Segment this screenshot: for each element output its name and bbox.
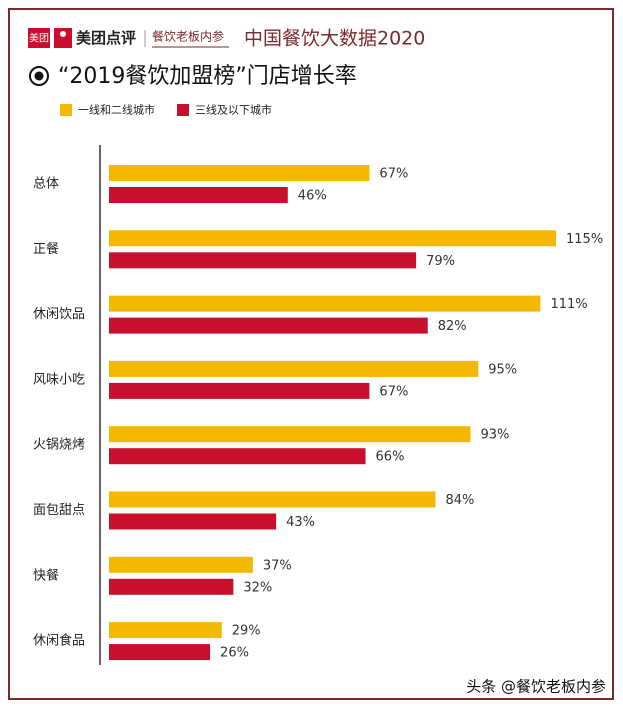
value-label: 32% <box>243 580 272 595</box>
bar <box>109 382 370 399</box>
category-label: 总体 <box>33 177 59 192</box>
value-label: 79% <box>426 254 455 269</box>
value-label: 84% <box>446 493 475 508</box>
legend-label: 三线及以下城市 <box>195 103 272 117</box>
value-label: 26% <box>220 646 249 661</box>
logo-text: 美团 <box>29 32 49 45</box>
category-label: 休闲食品 <box>33 633 85 649</box>
legend-swatch <box>177 104 189 116</box>
bar <box>109 578 234 595</box>
value-label: 67% <box>379 384 408 399</box>
category-label: 休闲饮品 <box>33 307 85 322</box>
logo-icon-head <box>60 31 66 37</box>
bar <box>109 513 277 530</box>
logo-box <box>28 28 50 48</box>
title-bullet <box>29 66 49 86</box>
title-bullet-dot <box>34 71 44 81</box>
bar <box>109 556 253 573</box>
bar <box>109 644 211 661</box>
bar <box>109 448 366 465</box>
logo-icon <box>54 28 72 48</box>
bar <box>109 295 541 312</box>
legend-label: 一线和二线城市 <box>78 103 155 117</box>
value-label: 82% <box>438 319 467 334</box>
category-label: 风味小吃 <box>33 371 85 387</box>
bar <box>109 187 288 203</box>
value-label: 43% <box>286 515 315 530</box>
bar <box>109 491 436 508</box>
value-label: 67% <box>379 167 408 182</box>
bar <box>109 622 222 639</box>
bar <box>109 165 370 181</box>
value-label: 111% <box>550 297 587 312</box>
publisher: 餐饮老板内参 <box>152 29 224 44</box>
value-label: 37% <box>263 558 292 573</box>
brand: 美团点评 <box>76 29 136 47</box>
watermark: 头条 @餐饮老板内参 <box>466 678 606 696</box>
category-label: 快餐 <box>33 567 59 583</box>
category-label: 火锅烧烤 <box>33 437 85 453</box>
chart-title: “2019餐饮加盟榜”门店增长率 <box>58 64 357 89</box>
bar <box>109 230 556 247</box>
bar <box>109 426 471 443</box>
value-label: 95% <box>488 362 517 377</box>
category-label: 正餐 <box>33 241 59 257</box>
bar <box>109 252 417 269</box>
value-label: 46% <box>298 189 327 204</box>
bar <box>109 317 428 334</box>
frame <box>8 8 614 700</box>
report-title: 中国餐饮大数据2020 <box>244 28 425 50</box>
value-label: 29% <box>232 624 261 639</box>
legend-swatch <box>60 104 72 116</box>
bar <box>109 360 479 377</box>
value-label: 93% <box>480 428 509 443</box>
value-label: 115% <box>566 232 603 247</box>
category-label: 面包甜点 <box>33 502 85 518</box>
value-label: 66% <box>376 450 405 465</box>
